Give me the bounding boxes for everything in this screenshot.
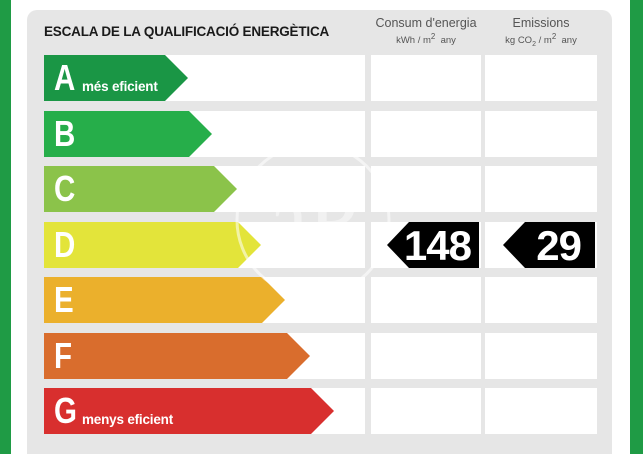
emissions-value-cell xyxy=(485,55,597,101)
energy-rating-tag: 148 xyxy=(387,222,479,268)
emissions-value-cell xyxy=(485,277,597,323)
green-frame-left xyxy=(0,0,11,454)
scale-title: ESCALA DE LA QUALIFICACIÓ ENERGÈTICA xyxy=(44,24,330,39)
band-description: més eficient xyxy=(82,79,158,94)
band-letter: D xyxy=(54,224,76,265)
energy-value-cell xyxy=(371,111,481,157)
emissions-value-cell xyxy=(485,333,597,379)
band-letter: A xyxy=(54,57,76,98)
emissions-value-cell xyxy=(485,111,597,157)
energy-value-cell xyxy=(371,388,481,434)
emissions-column-label: Emissions xyxy=(512,16,570,30)
band-arrow-f: F xyxy=(44,333,310,379)
energy-column-unit: kWh / m2 any xyxy=(396,32,456,47)
band-letter: E xyxy=(54,279,74,320)
band-letter: B xyxy=(54,113,76,154)
energy-value-cell xyxy=(371,277,481,323)
energy-value-cell xyxy=(371,166,481,212)
emissions-rating-tag: 29 xyxy=(503,222,595,268)
emissions-column-header: Emissions kg CO2 / m2 any xyxy=(485,16,597,51)
green-frame-right xyxy=(630,0,643,454)
band-description: menys eficient xyxy=(82,412,173,427)
energy-value-cell xyxy=(371,55,481,101)
emissions-value-cell xyxy=(485,388,597,434)
energy-value-cell xyxy=(371,333,481,379)
band-arrow-e: E xyxy=(44,277,285,323)
band-arrow-c: C xyxy=(44,166,237,212)
band-letter: G xyxy=(54,390,77,431)
energy-rating-value: 148 xyxy=(403,222,472,269)
emissions-value-cell xyxy=(485,166,597,212)
band-letter: F xyxy=(54,335,73,376)
band-arrow-d: D xyxy=(44,222,261,268)
band-letter: C xyxy=(54,168,76,209)
band-arrow-b: B xyxy=(44,111,212,157)
emissions-column-unit: kg CO2 / m2 any xyxy=(505,32,577,49)
energy-column-label: Consum d'energia xyxy=(375,16,477,30)
energy-column-header: Consum d'energia kWh / m2 any xyxy=(371,16,481,47)
emissions-rating-value: 29 xyxy=(536,222,582,269)
